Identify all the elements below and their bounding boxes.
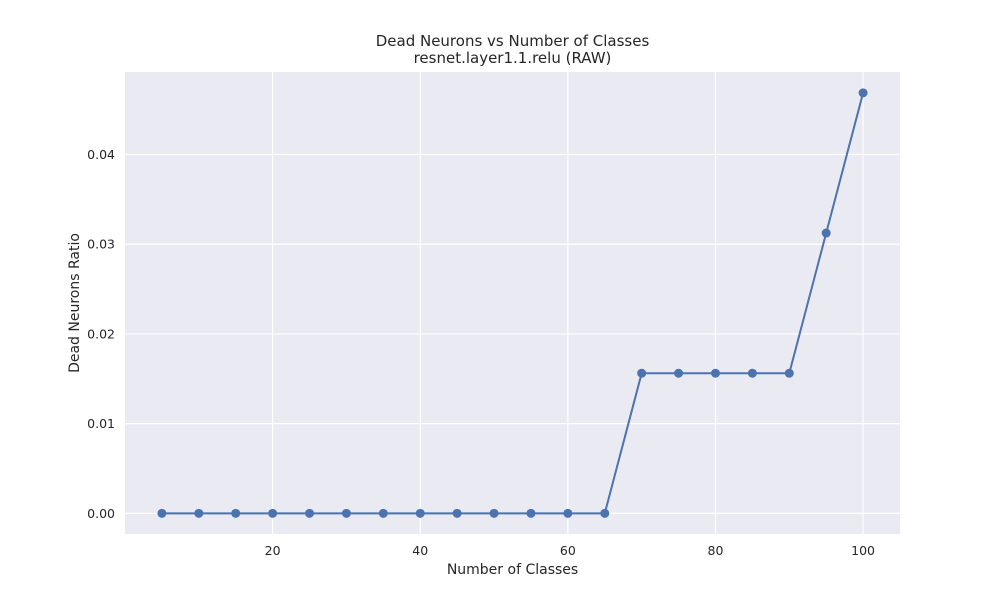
data-point <box>563 508 573 518</box>
data-point <box>415 508 425 518</box>
data-point <box>341 508 351 518</box>
x-axis-label: Number of Classes <box>447 562 578 578</box>
data-point <box>452 508 462 518</box>
data-point <box>157 508 167 518</box>
data-point <box>858 88 868 98</box>
data-point <box>526 508 536 518</box>
data-point <box>268 508 278 518</box>
data-point <box>378 508 388 518</box>
x-tick-label: 60 <box>560 543 576 558</box>
x-tick-label: 20 <box>265 543 281 558</box>
x-tick-label: 100 <box>851 543 875 558</box>
data-point <box>710 368 720 378</box>
data-point <box>600 508 610 518</box>
data-point <box>194 508 204 518</box>
y-axis-ticks: 0.00 0.01 0.02 0.03 0.04 <box>87 147 115 521</box>
y-tick-label: 0.01 <box>87 416 115 431</box>
y-tick-label: 0.02 <box>87 326 115 341</box>
data-point <box>637 368 647 378</box>
x-axis-ticks: 20 40 60 80 100 <box>265 543 875 558</box>
data-point <box>489 508 499 518</box>
series-layer <box>157 88 868 518</box>
y-axis-label: Dead Neurons Ratio <box>67 233 83 373</box>
series-line <box>161 92 865 515</box>
data-point <box>784 368 794 378</box>
data-point <box>231 508 241 518</box>
data-point <box>821 228 831 238</box>
data-point <box>305 508 315 518</box>
y-tick-label: 0.04 <box>87 147 115 162</box>
data-point <box>747 368 757 378</box>
y-tick-label: 0.00 <box>87 506 115 521</box>
chart-title: Dead Neurons vs Number of Classes <box>376 32 650 50</box>
x-tick-label: 80 <box>708 543 724 558</box>
x-tick-label: 40 <box>412 543 428 558</box>
chart-subtitle: resnet.layer1.1.relu (RAW) <box>414 49 612 67</box>
y-tick-label: 0.03 <box>87 237 115 252</box>
data-point <box>674 368 684 378</box>
plot-area <box>125 72 900 534</box>
